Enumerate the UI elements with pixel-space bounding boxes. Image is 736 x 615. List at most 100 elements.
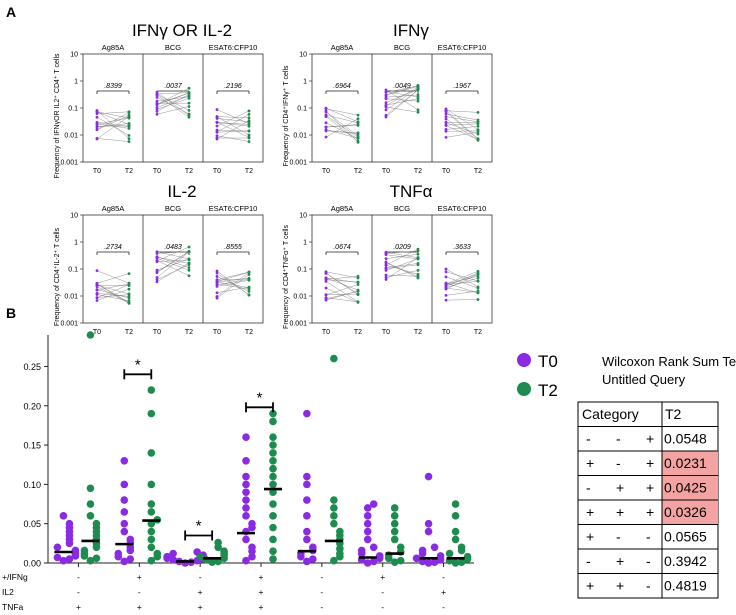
y-tick-label: 0.1 [68,267,78,274]
paired-line [216,130,250,133]
paired-line [385,89,419,110]
paired-line [156,88,190,105]
point-t0 [248,552,256,561]
table-sign: + [616,480,624,496]
paired-line [96,111,130,125]
paired-line [156,259,190,262]
table-t2-value: 0.4819 [664,578,707,594]
point-t2 [247,270,251,274]
wilcoxon-title: Wilcoxon Rank Sum Test [602,354,736,369]
point-t0 [384,273,388,277]
pvalue-label: .1967 [453,83,472,90]
point-t2 [187,245,191,249]
paired-line [325,118,359,138]
group-label: BCG [165,204,181,213]
paired-line [216,135,250,142]
pvalue-label: .0674 [333,244,351,251]
paired-line [385,88,419,103]
table-sign: + [586,578,594,594]
table-t2-value: 0.0231 [664,455,707,471]
pvalue-label: .8399 [104,83,122,90]
paired-line [325,122,359,139]
point-t0 [155,92,159,96]
point-t0 [59,512,68,520]
point-t2 [356,131,360,135]
log-panel-0: IFNγ OR IL-2 Frequency of IFNγOR IL2⁺ CD4… [53,21,264,179]
point-t2 [127,295,131,298]
paired-line [385,248,419,266]
point-t2 [127,114,131,118]
point-t2 [416,272,420,276]
point-t2 [356,292,360,296]
x-tick-label-t0: T0 [382,168,390,175]
point-t0 [120,508,129,516]
point-t2 [247,290,251,293]
panel-title: TNFα [390,182,433,201]
y-tick-label: 1 [303,79,307,86]
point-t0 [324,293,328,297]
point-t2 [127,137,131,141]
table-sign: - [646,553,651,569]
x-tick-label-t0: T0 [93,168,101,175]
paired-line [445,108,479,130]
point-t0 [424,472,433,481]
point-t0 [324,107,328,111]
point-t0 [424,519,433,528]
point-t2 [390,535,399,544]
point-t2 [269,456,277,465]
paired-line [325,271,359,279]
point-t0 [384,260,388,264]
point-t2 [336,545,344,553]
paired-line [96,283,130,291]
point-t2 [127,134,131,137]
category-sign: + [259,587,264,597]
paired-line [445,122,479,135]
point-t0 [384,276,388,279]
paired-line [445,268,479,288]
point-t0 [324,298,328,302]
point-t2 [416,93,420,97]
point-t0 [424,559,433,567]
point-t2 [187,108,191,112]
point-t2 [356,301,360,304]
paired-line [325,115,359,138]
category-sign: - [381,587,384,597]
point-t2 [127,301,131,305]
x-tick-label-t0: T0 [382,329,390,336]
table-sign: - [616,455,621,471]
point-t0 [444,287,448,291]
point-t2 [127,272,131,276]
point-t0 [384,250,388,254]
point-t2 [247,120,251,124]
x-tick-label-t0: T0 [322,168,330,175]
point-t0 [53,553,62,562]
table-sign: + [586,504,594,520]
point-t0 [418,546,427,555]
point-t0 [363,504,372,512]
point-t2 [80,546,89,555]
y-axis-label: Frequency of CD4⁺IFNγ⁺ T cells [282,65,290,167]
point-t0 [384,101,388,105]
point-t2 [127,110,131,114]
point-t0 [324,271,328,275]
point-t2 [457,543,466,552]
point-t0 [242,488,250,497]
highlight-cell [662,451,718,476]
point-t0 [324,286,328,290]
category-sign: - [320,587,323,597]
point-t0 [155,95,159,99]
point-t2 [451,535,460,544]
y-axis-label: Frequency of CD4⁺TNFα⁺ T cells [282,225,290,329]
y-axis-label: Frequency of CD4⁺IL-2⁺ T cells [53,227,61,326]
paired-line [385,86,419,106]
paired-line [445,111,479,140]
y-tick-label: 0.1 [68,106,78,113]
point-t2 [247,277,251,281]
table-sign: - [586,431,591,447]
point-t0 [444,270,448,274]
paired-line [96,283,130,303]
point-t0 [65,519,74,528]
point-t2 [416,99,420,103]
paired-line [216,286,250,293]
paired-line [385,270,419,278]
